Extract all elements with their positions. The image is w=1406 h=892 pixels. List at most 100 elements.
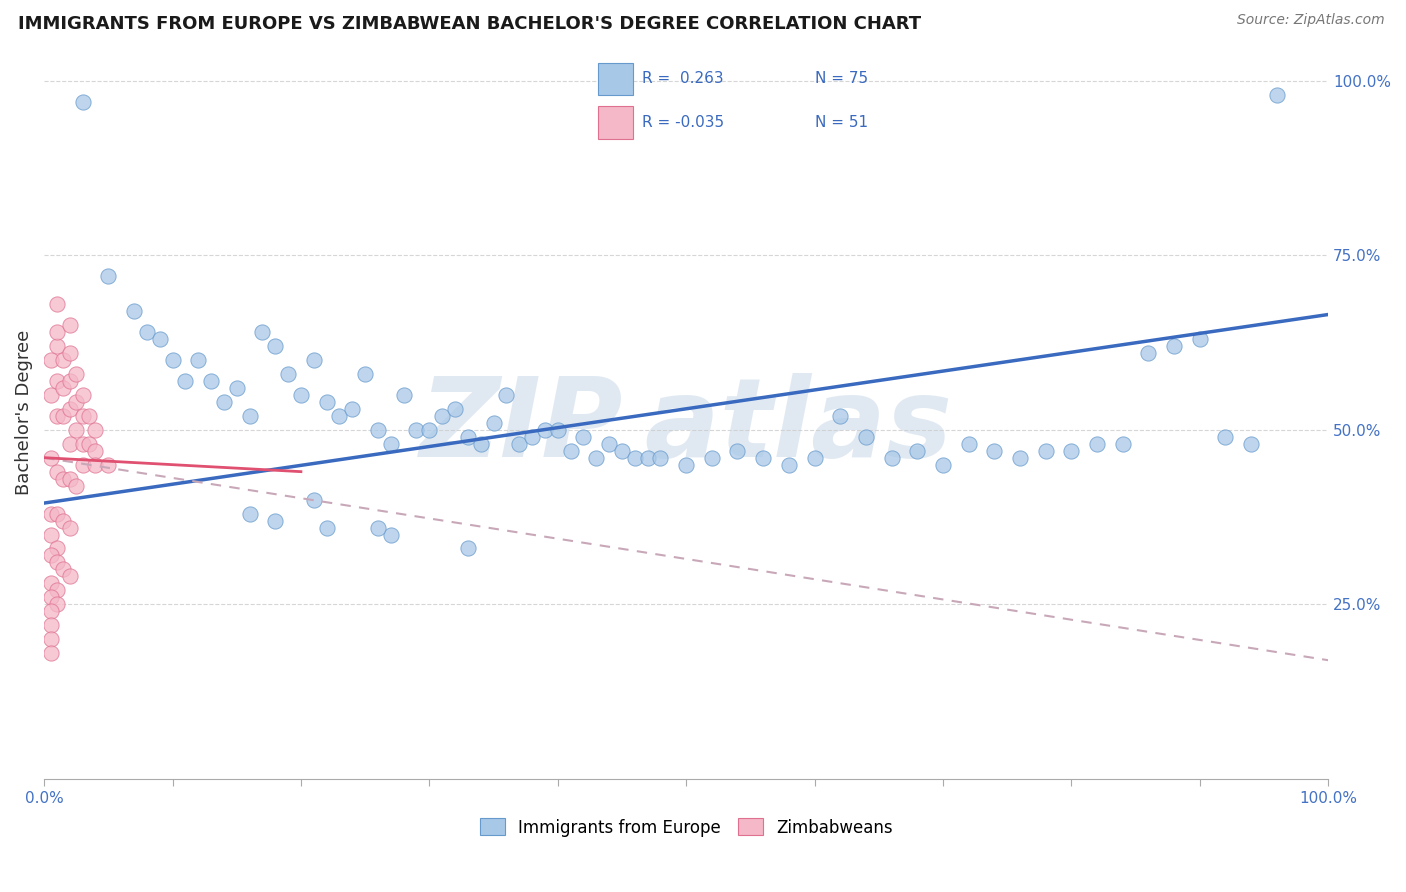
Point [162, 352, 184, 367]
Point [65, 394, 87, 409]
Point [84, 423, 107, 437]
Text: Source: ZipAtlas.com: Source: ZipAtlas.com [1237, 13, 1385, 28]
Point [752, 450, 775, 465]
Point [59, 401, 82, 416]
Point [547, 423, 569, 437]
Point [855, 430, 877, 444]
Point [778, 458, 800, 472]
Point [39, 352, 62, 367]
Point [880, 450, 903, 465]
Point [46, 556, 69, 570]
Point [328, 409, 350, 423]
Point [52, 472, 75, 486]
Point [46, 541, 69, 556]
Point [72, 95, 94, 109]
Point [457, 430, 479, 444]
Point [983, 443, 1005, 458]
Point [1085, 436, 1108, 450]
Point [430, 409, 453, 423]
Point [380, 436, 402, 450]
Point [84, 458, 107, 472]
Point [302, 352, 325, 367]
Point [675, 458, 697, 472]
Point [932, 458, 955, 472]
Point [52, 562, 75, 576]
Point [72, 436, 94, 450]
Point [135, 325, 157, 339]
Point [39, 646, 62, 660]
Point [77, 409, 100, 423]
Point [354, 367, 377, 381]
Point [264, 514, 287, 528]
Point [52, 409, 75, 423]
Point [1112, 436, 1135, 450]
Point [46, 598, 69, 612]
Point [97, 458, 120, 472]
Y-axis label: Bachelor's Degree: Bachelor's Degree [15, 330, 32, 495]
Point [315, 394, 337, 409]
Point [572, 430, 595, 444]
Point [59, 374, 82, 388]
Point [59, 520, 82, 534]
Point [122, 304, 145, 318]
Point [623, 450, 645, 465]
Point [39, 604, 62, 618]
Point [84, 443, 107, 458]
Point [72, 458, 94, 472]
Point [39, 591, 62, 605]
Point [1008, 450, 1031, 465]
Point [1035, 443, 1057, 458]
Point [46, 507, 69, 521]
Point [39, 388, 62, 402]
Point [957, 436, 980, 450]
Point [367, 520, 389, 534]
Point [264, 339, 287, 353]
Point [39, 576, 62, 591]
Point [392, 388, 415, 402]
Point [46, 409, 69, 423]
Point [830, 409, 852, 423]
Point [405, 423, 427, 437]
Point [46, 465, 69, 479]
Point [457, 541, 479, 556]
Point [39, 618, 62, 632]
Text: IMMIGRANTS FROM EUROPE VS ZIMBABWEAN BACHELOR'S DEGREE CORRELATION CHART: IMMIGRANTS FROM EUROPE VS ZIMBABWEAN BAC… [18, 15, 921, 33]
Legend: Immigrants from Europe, Zimbabweans: Immigrants from Europe, Zimbabweans [479, 819, 893, 837]
Point [290, 388, 312, 402]
Point [380, 527, 402, 541]
Point [225, 381, 247, 395]
Point [367, 423, 389, 437]
Point [46, 297, 69, 311]
Point [52, 352, 75, 367]
Point [65, 478, 87, 492]
Point [610, 443, 633, 458]
Point [1240, 436, 1263, 450]
Point [482, 416, 505, 430]
Point [212, 394, 235, 409]
Point [444, 401, 467, 416]
Point [1265, 87, 1288, 102]
Point [39, 632, 62, 647]
Point [508, 436, 530, 450]
Point [252, 325, 274, 339]
Point [1060, 443, 1083, 458]
Point [149, 332, 172, 346]
Point [39, 450, 62, 465]
Point [72, 409, 94, 423]
Point [238, 409, 260, 423]
Point [200, 374, 222, 388]
Point [302, 492, 325, 507]
Point [520, 430, 543, 444]
Point [59, 346, 82, 360]
Point [52, 381, 75, 395]
Point [97, 269, 120, 284]
Point [77, 436, 100, 450]
Point [46, 374, 69, 388]
Point [803, 450, 825, 465]
Point [1188, 332, 1211, 346]
Point [418, 423, 440, 437]
Text: ZIP atlas: ZIP atlas [419, 374, 953, 481]
Point [637, 450, 659, 465]
Point [46, 339, 69, 353]
Point [39, 549, 62, 563]
